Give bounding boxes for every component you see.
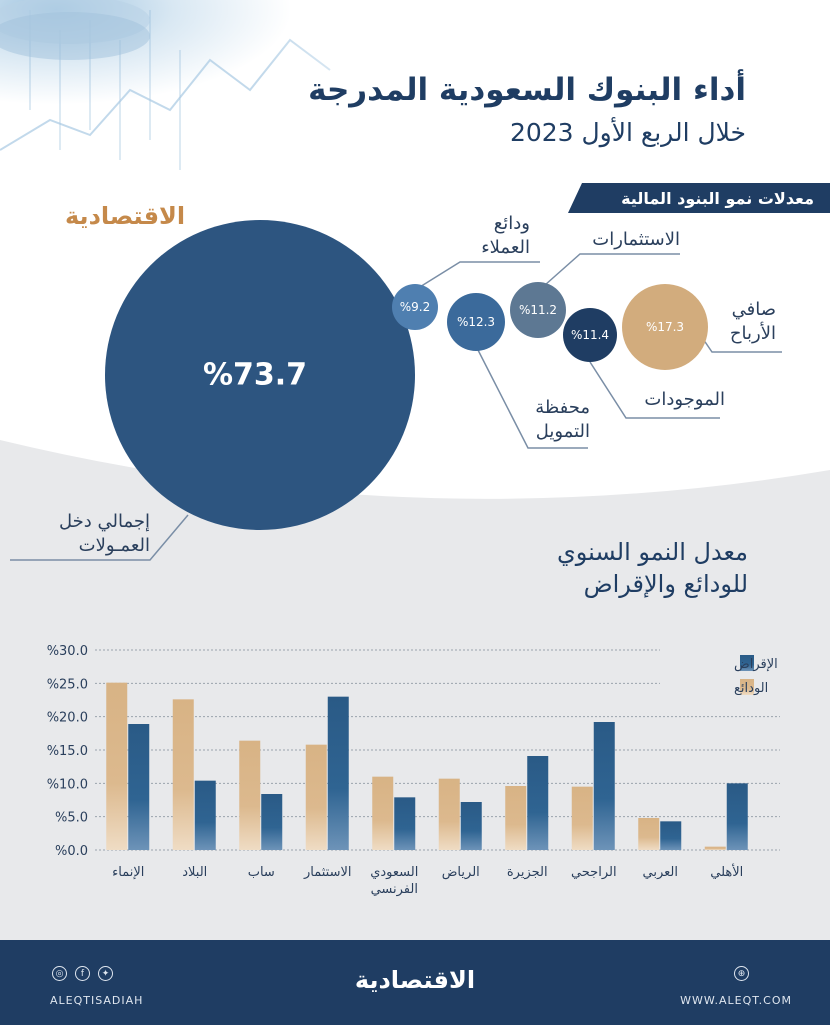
bar-deposits [106, 682, 128, 850]
bar-deposits [305, 744, 327, 850]
customer-deposits-label-line2: العملاء [481, 237, 530, 258]
x-axis-label: الراجحي [571, 865, 617, 880]
bubble-assets [563, 308, 617, 362]
assets-value: %11.4 [570, 328, 610, 342]
chart-title-line2: للودائع والإقراض [583, 570, 748, 598]
bubble-customer-deposits [392, 284, 438, 330]
net-profits-label-line1: صافي [731, 299, 776, 320]
x-axis-label: البلاد [182, 865, 207, 880]
facebook-icon[interactable]: f [75, 966, 90, 981]
section-title: معدلات نمو البنود المالية [621, 188, 814, 208]
footer-handle: ALEQTISADIAH [50, 994, 144, 1007]
customer-deposits-label-line1: ودائع [493, 213, 530, 234]
commissions-label-line1: إجمالي دخل [58, 511, 150, 532]
bar-deposits [372, 776, 394, 850]
net-profits-label: صافي الأرباح [730, 298, 776, 346]
x-axis-label: العربي [643, 865, 678, 880]
bar-deposits [704, 846, 726, 850]
leader-line-commissions [10, 514, 189, 561]
chart-title-line1: معدل النمو السنوي [556, 538, 748, 566]
assets-label: الموجودات [644, 389, 725, 410]
y-axis-ticks: %30.0 %25.0 %20.0 %15.0 %10.0 %5.0 %0.0 [47, 644, 88, 859]
customer-deposits-value: %9.2 [399, 300, 431, 314]
footer [0, 940, 830, 1025]
bar-lending [460, 802, 482, 850]
leader-line-investments [544, 253, 680, 286]
section-ribbon: معدلات نمو البنود المالية [568, 183, 830, 213]
chart-title: معدل النمو السنوي للودائع والإقراض [557, 536, 748, 600]
x-axis-label: الأهلي [710, 863, 743, 880]
bar-lending [128, 724, 150, 850]
bar-lending [327, 696, 349, 850]
y-tick-label: %15.0 [47, 744, 88, 759]
leader-line-assets [589, 361, 720, 419]
x-axis-label: السعودي الفرنسي [370, 865, 418, 897]
chart-legend: الإقراض الودائع [734, 655, 778, 696]
footer-brand-logo: الاقتصادية [354, 966, 476, 994]
bar-deposits [638, 818, 660, 850]
chart-bars [106, 682, 748, 850]
bar-deposits [571, 786, 593, 850]
footer-website[interactable]: WWW.ALEQT.COM [680, 994, 792, 1007]
financing-portfolio-label-line2: التمويل [535, 421, 590, 442]
page-subtitle: خلال الربع الأول 2023 [509, 118, 746, 147]
x-axis-label: الجزيرة [507, 865, 548, 880]
financing-portfolio-label-line1: محفظة [535, 397, 590, 418]
y-tick-label: %5.0 [55, 811, 88, 826]
legend-label: الودائع [734, 681, 768, 696]
x-axis-label: الإنماء [112, 865, 144, 880]
commissions-label-line2: العمـولات [78, 535, 150, 556]
bubble-commissions [105, 220, 415, 530]
bubble-investments [510, 282, 566, 338]
y-tick-label: %30.0 [47, 644, 88, 659]
x-axis-label: ساب [248, 865, 275, 880]
bar-lending [660, 821, 682, 850]
y-tick-label: %20.0 [47, 711, 88, 726]
investments-value: %11.2 [518, 303, 558, 317]
legend-swatch [740, 679, 754, 695]
net-profits-value: %17.3 [645, 320, 685, 334]
bubble-chart [10, 220, 782, 561]
bar-deposits [438, 778, 460, 850]
leader-line-deposits [414, 261, 540, 291]
page-title: أداء البنوك السعودية المدرجة [308, 72, 746, 108]
bar-lending [194, 780, 216, 850]
bar-deposits [172, 699, 194, 850]
x-axis-labels: الأهلي العربي الراجحي الجزيرة الرياض السعودي ا… [112, 863, 743, 897]
bar-chart: %30.0 %25.0 %20.0 %15.0 %10.0 %5.0 %0.0 الأهلي… [47, 644, 780, 897]
twitter-icon[interactable]: ✦ [98, 966, 113, 981]
net-profits-label-line2: الأرباح [729, 323, 776, 344]
legend-label: الإقراض [734, 657, 778, 672]
customer-deposits-label: ودائع العملاء [481, 212, 530, 260]
x-axis-label: الاستثمار [303, 865, 352, 880]
brand-logo: الاقتصادية [65, 202, 186, 230]
commissions-value: %73.7 [202, 357, 308, 393]
instagram-icon[interactable]: ◎ [52, 966, 67, 981]
bar-lending [394, 797, 416, 850]
financing-portfolio-label: محفظة التمويل [535, 396, 590, 444]
bar-lending [726, 783, 748, 850]
financing-portfolio-value: %12.3 [456, 315, 496, 329]
bubble-net-profits [622, 284, 708, 370]
y-tick-label: %10.0 [47, 777, 88, 792]
y-tick-label: %25.0 [47, 677, 88, 692]
y-tick-label: %0.0 [55, 844, 88, 859]
bar-lending [261, 794, 283, 850]
bar-deposits [239, 740, 261, 850]
investments-label: الاستثمارات [592, 229, 680, 250]
legend-swatch [740, 655, 754, 671]
leader-line-financing [477, 349, 588, 449]
bar-lending [593, 722, 615, 850]
globe-icon[interactable]: ⊕ [734, 966, 749, 981]
bar-lending [527, 756, 549, 850]
bar-deposits [505, 786, 527, 850]
commissions-label: إجمالي دخل العمـولات [59, 510, 150, 558]
x-axis-label: الرياض [442, 865, 480, 880]
bubble-financing-portfolio [447, 293, 505, 351]
